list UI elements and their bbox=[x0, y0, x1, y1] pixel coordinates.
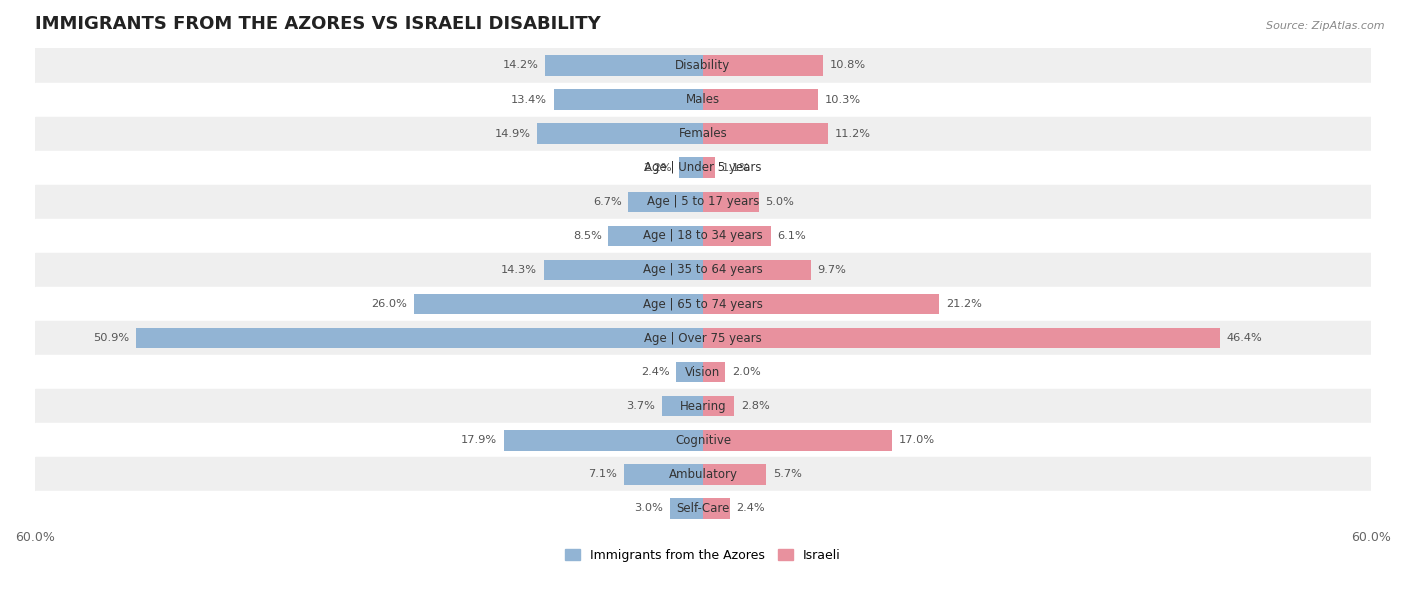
Text: Vision: Vision bbox=[685, 366, 721, 379]
Bar bbox=[676, 362, 703, 382]
Text: Females: Females bbox=[679, 127, 727, 140]
Bar bbox=[35, 457, 1371, 491]
Text: 2.4%: 2.4% bbox=[737, 504, 765, 513]
Bar bbox=[669, 498, 703, 519]
Bar bbox=[35, 424, 1371, 457]
Text: 2.8%: 2.8% bbox=[741, 401, 769, 411]
Bar bbox=[35, 83, 1371, 117]
Text: Males: Males bbox=[686, 93, 720, 106]
Bar bbox=[35, 321, 1371, 355]
Bar bbox=[136, 328, 703, 348]
Text: 11.2%: 11.2% bbox=[834, 129, 870, 139]
Bar bbox=[35, 389, 1371, 424]
Text: 9.7%: 9.7% bbox=[818, 265, 846, 275]
Bar bbox=[628, 192, 703, 212]
Bar bbox=[703, 124, 828, 144]
Text: 2.2%: 2.2% bbox=[643, 163, 672, 173]
Bar bbox=[679, 157, 703, 178]
Text: 2.0%: 2.0% bbox=[733, 367, 761, 377]
Bar bbox=[703, 498, 730, 519]
Text: 3.7%: 3.7% bbox=[626, 401, 655, 411]
Text: 46.4%: 46.4% bbox=[1226, 333, 1263, 343]
Text: Age | 5 to 17 years: Age | 5 to 17 years bbox=[647, 195, 759, 208]
Bar bbox=[624, 464, 703, 485]
Text: 10.3%: 10.3% bbox=[824, 95, 860, 105]
Bar bbox=[35, 253, 1371, 287]
Text: Hearing: Hearing bbox=[679, 400, 727, 412]
Legend: Immigrants from the Azores, Israeli: Immigrants from the Azores, Israeli bbox=[561, 544, 845, 567]
Bar bbox=[546, 55, 703, 76]
Text: 17.9%: 17.9% bbox=[461, 435, 496, 446]
Text: Source: ZipAtlas.com: Source: ZipAtlas.com bbox=[1267, 21, 1385, 31]
Text: Ambulatory: Ambulatory bbox=[668, 468, 738, 481]
Bar bbox=[554, 89, 703, 110]
Bar bbox=[609, 226, 703, 246]
Bar bbox=[35, 48, 1371, 83]
Text: 50.9%: 50.9% bbox=[93, 333, 129, 343]
Bar bbox=[703, 362, 725, 382]
Bar bbox=[35, 117, 1371, 151]
Text: Age | 35 to 64 years: Age | 35 to 64 years bbox=[643, 263, 763, 277]
Text: Age | Under 5 years: Age | Under 5 years bbox=[644, 161, 762, 174]
Text: Age | Over 75 years: Age | Over 75 years bbox=[644, 332, 762, 345]
Bar bbox=[544, 259, 703, 280]
Bar bbox=[703, 157, 716, 178]
Text: Cognitive: Cognitive bbox=[675, 434, 731, 447]
Text: 8.5%: 8.5% bbox=[572, 231, 602, 241]
Bar bbox=[703, 464, 766, 485]
Text: Age | 65 to 74 years: Age | 65 to 74 years bbox=[643, 297, 763, 310]
Bar bbox=[703, 89, 818, 110]
Text: Disability: Disability bbox=[675, 59, 731, 72]
Text: IMMIGRANTS FROM THE AZORES VS ISRAELI DISABILITY: IMMIGRANTS FROM THE AZORES VS ISRAELI DI… bbox=[35, 15, 600, 33]
Bar bbox=[35, 355, 1371, 389]
Bar bbox=[703, 226, 770, 246]
Text: 10.8%: 10.8% bbox=[830, 61, 866, 70]
Bar bbox=[35, 491, 1371, 526]
Bar bbox=[413, 294, 703, 314]
Bar bbox=[703, 328, 1219, 348]
Text: 5.0%: 5.0% bbox=[765, 197, 794, 207]
Text: 2.4%: 2.4% bbox=[641, 367, 669, 377]
Bar bbox=[35, 185, 1371, 219]
Text: 5.7%: 5.7% bbox=[773, 469, 801, 479]
Bar bbox=[703, 55, 824, 76]
Text: 14.3%: 14.3% bbox=[501, 265, 537, 275]
Bar bbox=[537, 124, 703, 144]
Text: Self-Care: Self-Care bbox=[676, 502, 730, 515]
Bar bbox=[703, 294, 939, 314]
Bar bbox=[703, 430, 893, 450]
Bar bbox=[703, 396, 734, 417]
Text: 14.9%: 14.9% bbox=[495, 129, 530, 139]
Bar bbox=[503, 430, 703, 450]
Text: 3.0%: 3.0% bbox=[634, 504, 662, 513]
Bar bbox=[35, 287, 1371, 321]
Text: 14.2%: 14.2% bbox=[502, 61, 538, 70]
Text: 17.0%: 17.0% bbox=[898, 435, 935, 446]
Text: 6.7%: 6.7% bbox=[593, 197, 621, 207]
Text: 21.2%: 21.2% bbox=[946, 299, 981, 309]
Bar bbox=[35, 151, 1371, 185]
Text: 13.4%: 13.4% bbox=[512, 95, 547, 105]
Text: Age | 18 to 34 years: Age | 18 to 34 years bbox=[643, 230, 763, 242]
Text: 7.1%: 7.1% bbox=[588, 469, 617, 479]
Bar bbox=[662, 396, 703, 417]
Text: 6.1%: 6.1% bbox=[778, 231, 807, 241]
Text: 26.0%: 26.0% bbox=[371, 299, 406, 309]
Bar bbox=[35, 219, 1371, 253]
Bar bbox=[703, 192, 759, 212]
Text: 1.1%: 1.1% bbox=[721, 163, 751, 173]
Bar bbox=[703, 259, 811, 280]
